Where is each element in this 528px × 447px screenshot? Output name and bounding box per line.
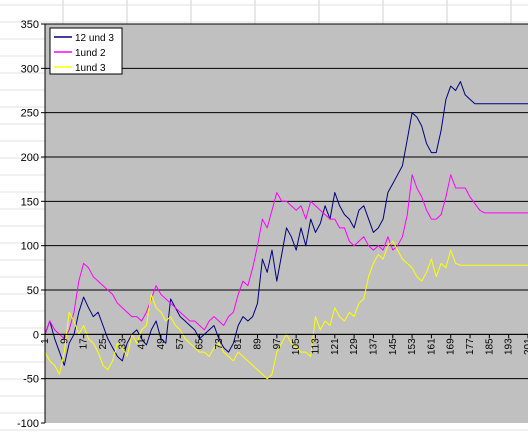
x-tick-label: 57 <box>175 338 186 350</box>
plot-area <box>45 24 528 423</box>
series-line-2[interactable] <box>44 174 528 340</box>
axes <box>44 24 528 423</box>
x-tick-label: 73 <box>214 338 225 350</box>
series-line-1[interactable] <box>44 81 528 366</box>
legend-label: 12 und 3 <box>75 33 114 44</box>
x-tick-label: 177 <box>465 338 476 355</box>
x-tick-label: 41 <box>137 338 148 350</box>
y-tick-label: 50 <box>27 285 39 297</box>
x-tick-label: 185 <box>484 338 495 355</box>
x-tick-label: 25 <box>98 338 109 350</box>
x-tick-label: 121 <box>330 338 341 355</box>
series-line-3[interactable] <box>44 240 528 380</box>
y-tick-label: 250 <box>21 108 39 120</box>
y-axis-tick-labels: -100 -50 0 50 100 150 200 250 300 350 <box>17 19 45 430</box>
x-tick-label: 169 <box>446 338 457 355</box>
x-tick-label: 81 <box>233 338 244 350</box>
x-axis-tick-labels: 1 9 17 25 33 41 49 57 65 73 81 89 97 105 113 121 129 137 1… <box>40 334 528 355</box>
y-tick-label: 350 <box>21 19 39 31</box>
x-tick-label: 145 <box>388 338 399 355</box>
x-tick-label: 201 <box>523 338 528 355</box>
legend[interactable]: 12 und 3 1und 2 1und 3 <box>49 27 123 75</box>
y-tick-label: 0 <box>33 329 39 341</box>
x-tick-label: 17 <box>79 338 90 350</box>
y-tick-label: 100 <box>21 241 39 253</box>
y-tick-label: 150 <box>21 196 39 208</box>
x-tick-label: 65 <box>195 338 206 350</box>
y-tick-label: -100 <box>17 418 39 430</box>
x-tick-label: 33 <box>117 338 128 350</box>
legend-label: 1und 3 <box>75 63 106 74</box>
x-tick-label: 9 <box>59 338 70 344</box>
x-tick-label: 137 <box>368 338 379 355</box>
x-tick-label: 1 <box>40 338 51 344</box>
y-tick-label: 200 <box>21 152 39 164</box>
legend-label: 1und 2 <box>75 48 106 59</box>
y-tick-label: 300 <box>21 63 39 75</box>
x-tick-label: 129 <box>349 338 360 355</box>
x-tick-label: 89 <box>253 338 264 350</box>
x-tick-label: 113 <box>311 338 322 354</box>
x-tick-label: 193 <box>504 338 515 355</box>
series-lines <box>44 81 528 380</box>
x-tick-label: 105 <box>291 338 302 355</box>
x-tick-label: 49 <box>156 338 167 350</box>
x-tick-label: 161 <box>426 338 437 355</box>
x-tick-label: 97 <box>272 338 283 350</box>
y-tick-label: -50 <box>23 374 39 386</box>
x-tick-label: 153 <box>407 338 418 355</box>
